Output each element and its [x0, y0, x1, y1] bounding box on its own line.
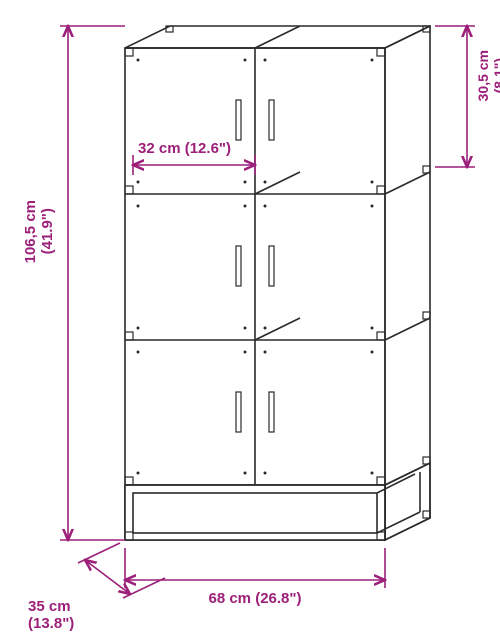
cabinet-body — [125, 26, 430, 540]
height-label: 106,5 cm (41.9") — [22, 200, 56, 263]
width-label: 68 cm (26.8") — [180, 590, 330, 607]
door-width-in: (12.6") — [185, 140, 231, 157]
top-offset-in: (8.1") — [491, 58, 500, 93]
height-in: (41.9") — [39, 209, 56, 255]
top-offset-label: 30,5 cm (8.1") — [475, 50, 500, 101]
top-offset-cm: 30,5 cm — [475, 50, 491, 101]
width-cm: 68 cm — [208, 590, 251, 607]
door-width-cm: 32 cm — [138, 140, 181, 157]
width-in: (26.8") — [255, 590, 301, 607]
door-width-label: 32 cm (12.6") — [138, 140, 258, 157]
cabinet-diagram — [0, 0, 500, 641]
height-cm: 106,5 cm — [22, 200, 39, 263]
depth-in: (13.8") — [28, 615, 74, 632]
depth-cm: 35 cm — [28, 598, 71, 615]
depth-label: 35 cm (13.8") — [28, 598, 138, 632]
